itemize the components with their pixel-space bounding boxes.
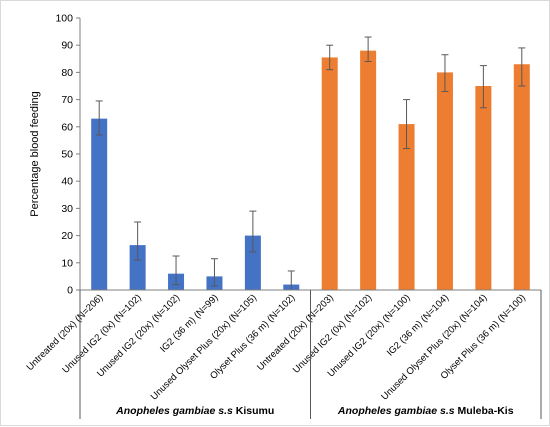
y-tick-label: 100 (55, 13, 73, 25)
group-label: Anopheles gambiae s.s Muleba-Kis (337, 405, 514, 417)
bar (321, 57, 338, 290)
x-tick-label: Untreated (20x) (N=206) (25, 292, 106, 373)
bar (91, 118, 108, 290)
bar (244, 235, 261, 290)
y-tick-label: 90 (61, 40, 73, 52)
y-tick-label: 20 (61, 230, 73, 242)
group-label: Anopheles gambiae s.s Kisumu (115, 405, 274, 417)
bar (436, 72, 453, 291)
bar (475, 86, 492, 290)
y-tick-label: 50 (61, 149, 73, 161)
y-tick-label: 10 (61, 257, 73, 269)
y-tick-label: 60 (61, 121, 73, 133)
bar (129, 245, 146, 290)
y-tick-label: 40 (61, 176, 73, 188)
bar (398, 124, 415, 290)
x-tick-label: Unused IG2 (0x) (N=102) (60, 292, 143, 375)
y-tick-label: 70 (61, 94, 73, 106)
bar (513, 64, 530, 290)
x-tick-label: Unused IG2 (0x) (N=102) (291, 292, 374, 375)
y-tick-label: 30 (61, 203, 73, 215)
y-axis-label: Percentage blood feeding (29, 91, 41, 216)
y-tick-label: 0 (67, 285, 73, 297)
y-tick-label: 80 (61, 67, 73, 79)
bar (360, 50, 377, 290)
x-tick-label: Untreated (20x) (N=203) (255, 292, 336, 373)
